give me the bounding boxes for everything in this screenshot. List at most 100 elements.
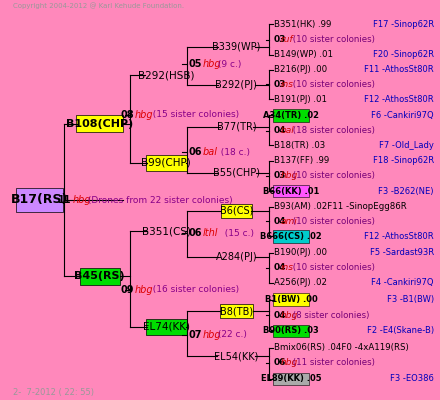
Text: EL89(KK) .05: EL89(KK) .05 xyxy=(261,374,321,383)
Text: F12 -AthosSt80R: F12 -AthosSt80R xyxy=(364,232,434,241)
FancyBboxPatch shape xyxy=(16,188,63,212)
Text: (18 c.): (18 c.) xyxy=(215,148,249,157)
Text: F2 -E4(Skane-B): F2 -E4(Skane-B) xyxy=(367,326,434,335)
Text: 07: 07 xyxy=(188,330,202,340)
Text: B666(CS) .02: B666(CS) .02 xyxy=(260,232,322,241)
Text: B45(RS): B45(RS) xyxy=(74,271,125,281)
Text: B6(CS): B6(CS) xyxy=(220,206,253,216)
FancyBboxPatch shape xyxy=(146,155,187,171)
Text: F20 -Sinop62R: F20 -Sinop62R xyxy=(373,50,434,59)
Text: ins: ins xyxy=(280,263,293,272)
Text: B137(FF) .99: B137(FF) .99 xyxy=(274,156,329,166)
Text: 06: 06 xyxy=(274,358,286,367)
Text: ruf: ruf xyxy=(280,36,293,44)
Text: hbg: hbg xyxy=(280,358,297,367)
Text: (Drones from 22 sister colonies): (Drones from 22 sister colonies) xyxy=(84,196,232,204)
Text: B351(CS): B351(CS) xyxy=(142,226,191,236)
Text: 09: 09 xyxy=(121,285,134,295)
Text: (10 sister colonies): (10 sister colonies) xyxy=(290,216,374,226)
Text: F5 -Sardast93R: F5 -Sardast93R xyxy=(370,248,434,257)
Text: F12 -AthosSt80R: F12 -AthosSt80R xyxy=(364,95,434,104)
Text: hbg: hbg xyxy=(280,171,297,180)
Text: 03: 03 xyxy=(274,36,286,44)
Text: Bmix06(RS) .04F0 -4xA119(RS): Bmix06(RS) .04F0 -4xA119(RS) xyxy=(274,343,408,352)
Text: bal: bal xyxy=(280,126,294,135)
FancyBboxPatch shape xyxy=(80,268,120,285)
Text: B292(PJ): B292(PJ) xyxy=(216,80,257,90)
Text: (22 c.): (22 c.) xyxy=(215,330,246,339)
Text: hbg: hbg xyxy=(73,195,92,205)
Text: 03: 03 xyxy=(274,80,286,89)
Text: A284(PJ): A284(PJ) xyxy=(216,252,257,262)
Text: F7 -Old_Lady: F7 -Old_Lady xyxy=(379,141,434,150)
Text: B17(RS): B17(RS) xyxy=(11,194,68,206)
Text: B66(KK) .01: B66(KK) .01 xyxy=(263,186,319,196)
Text: B339(WP): B339(WP) xyxy=(212,42,260,52)
Text: EL54(KK): EL54(KK) xyxy=(214,351,259,361)
Text: 05: 05 xyxy=(188,59,202,69)
Text: 06: 06 xyxy=(188,147,202,157)
Text: B90(RS) .03: B90(RS) .03 xyxy=(263,326,319,335)
Text: 04: 04 xyxy=(274,311,286,320)
Text: ins: ins xyxy=(280,80,293,89)
Text: B190(PJ) .00: B190(PJ) .00 xyxy=(274,248,326,257)
Text: (10 sister colonies): (10 sister colonies) xyxy=(290,36,374,44)
FancyBboxPatch shape xyxy=(273,230,309,242)
Text: F3 -B1(BW): F3 -B1(BW) xyxy=(387,295,434,304)
Text: (15 sister colonies): (15 sister colonies) xyxy=(147,110,239,119)
FancyBboxPatch shape xyxy=(273,372,309,385)
Text: (10 sister colonies): (10 sister colonies) xyxy=(290,80,374,89)
Text: 2-  7-2012 ( 22: 55): 2- 7-2012 ( 22: 55) xyxy=(13,388,94,397)
Text: hbg: hbg xyxy=(135,110,154,120)
Text: B99(CHP): B99(CHP) xyxy=(141,158,191,168)
Text: 04: 04 xyxy=(274,216,286,226)
Text: F17 -Sinop62R: F17 -Sinop62R xyxy=(373,20,434,29)
Text: B292(HSB): B292(HSB) xyxy=(138,70,194,80)
Text: hbg: hbg xyxy=(203,330,221,340)
Text: F4 -Cankiri97Q: F4 -Cankiri97Q xyxy=(371,278,434,287)
FancyBboxPatch shape xyxy=(146,319,187,335)
Text: hbg: hbg xyxy=(280,311,297,320)
Text: B93(AM) .02F11 -SinopEgg86R: B93(AM) .02F11 -SinopEgg86R xyxy=(274,202,407,211)
Text: lthl: lthl xyxy=(203,228,218,238)
Text: (9 c.): (9 c.) xyxy=(215,60,241,69)
Text: B8(TB): B8(TB) xyxy=(220,306,253,316)
Text: (18 sister colonies): (18 sister colonies) xyxy=(290,126,374,135)
Text: (11 sister colonies): (11 sister colonies) xyxy=(290,358,374,367)
Text: A34(TR) .02: A34(TR) .02 xyxy=(263,111,319,120)
Text: F3 -B262(NE): F3 -B262(NE) xyxy=(378,186,434,196)
Text: hbg: hbg xyxy=(135,285,154,295)
Text: bal: bal xyxy=(203,147,218,157)
FancyBboxPatch shape xyxy=(273,324,309,337)
FancyBboxPatch shape xyxy=(221,204,252,218)
FancyBboxPatch shape xyxy=(273,293,309,306)
FancyBboxPatch shape xyxy=(273,185,309,197)
FancyBboxPatch shape xyxy=(76,115,123,132)
Text: EL74(KK): EL74(KK) xyxy=(143,322,190,332)
Text: A256(PJ) .02: A256(PJ) .02 xyxy=(274,278,326,287)
Text: F11 -AthosSt80R: F11 -AthosSt80R xyxy=(364,66,434,74)
Text: B55(CHP): B55(CHP) xyxy=(213,168,260,178)
Text: B351(HK) .99: B351(HK) .99 xyxy=(274,20,331,29)
Text: (15 c.): (15 c.) xyxy=(219,229,253,238)
Text: Copyright 2004-2012 @ Karl Kehude Foundation.: Copyright 2004-2012 @ Karl Kehude Founda… xyxy=(13,3,184,10)
Text: hbg: hbg xyxy=(203,59,221,69)
Text: 04: 04 xyxy=(274,263,286,272)
Text: B108(CHP): B108(CHP) xyxy=(66,119,133,129)
Text: ami: ami xyxy=(280,216,297,226)
Text: B216(PJ) .00: B216(PJ) .00 xyxy=(274,66,327,74)
Text: (16 sister colonies): (16 sister colonies) xyxy=(147,285,239,294)
Text: F18 -Sinop62R: F18 -Sinop62R xyxy=(373,156,434,166)
Text: B149(WP) .01: B149(WP) .01 xyxy=(274,50,333,59)
FancyBboxPatch shape xyxy=(273,109,309,122)
Text: (10 sister colonies): (10 sister colonies) xyxy=(290,263,374,272)
Text: 04: 04 xyxy=(274,126,286,135)
Text: B77(TR): B77(TR) xyxy=(216,122,256,132)
Text: B191(PJ) .01: B191(PJ) .01 xyxy=(274,95,326,104)
FancyBboxPatch shape xyxy=(220,304,253,318)
Text: 08: 08 xyxy=(121,110,134,120)
Text: B1(BW) .00: B1(BW) .00 xyxy=(265,295,317,304)
Text: (10 sister colonies): (10 sister colonies) xyxy=(290,171,374,180)
Text: 11: 11 xyxy=(59,195,72,205)
Text: F3 -EO386: F3 -EO386 xyxy=(390,374,434,383)
